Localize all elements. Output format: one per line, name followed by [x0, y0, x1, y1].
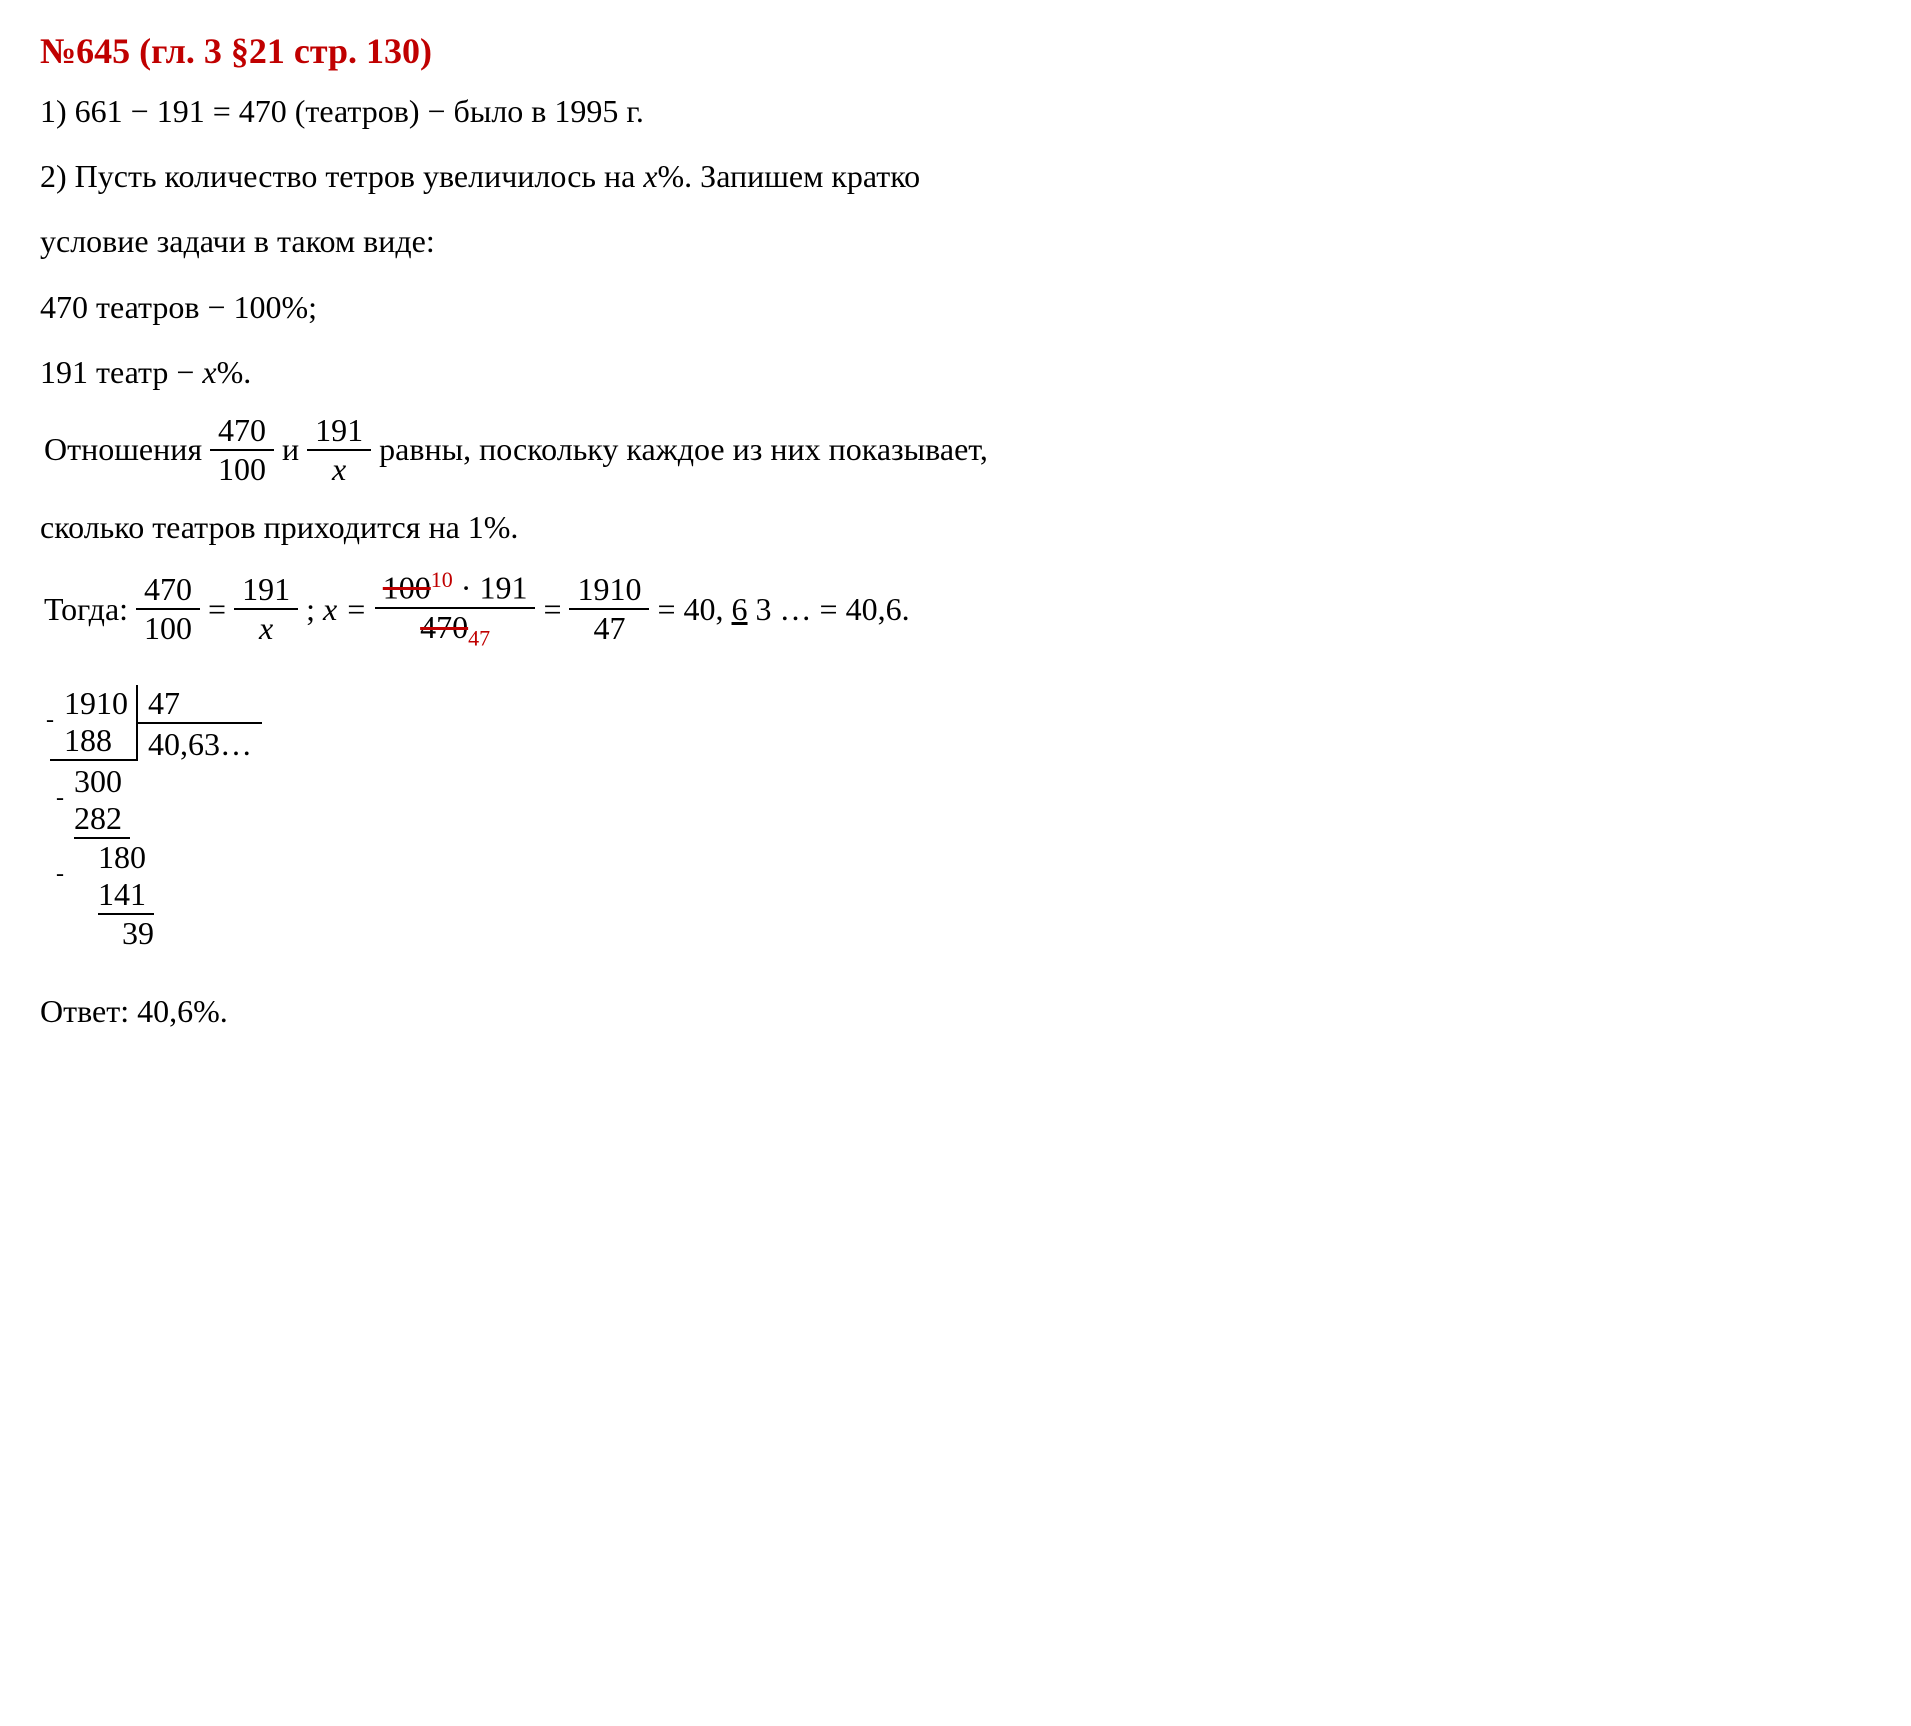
eq-frac3-den-strike: 470	[420, 609, 468, 645]
eq-frac4: 1910 47	[569, 571, 649, 647]
eq-sign-2: =	[543, 591, 561, 628]
answer: Ответ: 40,6%.	[40, 986, 1871, 1037]
step-2b: %. Запишем кратко	[658, 158, 921, 194]
ld-steps: - 300 282 - 180 141 39	[50, 763, 262, 952]
step-2-line2: условие задачи в таком виде:	[40, 216, 1871, 267]
condition-1: 470 театров − 100%;	[40, 282, 1871, 333]
var-x-1: x	[643, 158, 657, 194]
eq-frac3-num-mid: · 191	[453, 570, 528, 606]
eq-frac2-den: x	[251, 610, 281, 647]
rel-b: равны, поскольку каждое из них показывае…	[379, 431, 988, 468]
rel-frac2-num: 191	[307, 412, 371, 451]
eq-frac3: 10010 · 191 47047	[375, 567, 536, 651]
relation-line2: сколько театров приходится на 1%.	[40, 502, 1871, 553]
then-label: Тогда:	[44, 591, 128, 628]
ld-minus-3: -	[56, 861, 64, 888]
eq-sign-3: = 40,	[657, 591, 723, 628]
rel-and: и	[282, 431, 299, 468]
ld-quotient: 40,63…	[138, 724, 262, 763]
relation-line1: Отношения 470 100 и 191 x равны, посколь…	[40, 412, 1871, 488]
rel-frac2-den-var: x	[332, 451, 346, 487]
problem-title: №645 (гл. 3 §21 стр. 130)	[40, 30, 1871, 72]
eq-frac1-num: 470	[136, 571, 200, 610]
step-1: 1) 661 − 191 = 470 (театров) − было в 19…	[40, 86, 1871, 137]
ld-dividend: 1910	[50, 685, 138, 722]
cond2b: %.	[217, 354, 252, 390]
ld-step-180: 180	[98, 839, 154, 876]
rel-frac1-num: 470	[210, 412, 274, 451]
rel-frac2: 191 x	[307, 412, 371, 488]
cond2a: 191 театр −	[40, 354, 202, 390]
long-division: - 1910 188 47 40,63… - 300 282 - 180 141…	[50, 685, 262, 952]
rel-frac1: 470 100	[210, 412, 274, 488]
eq-sign-1: =	[208, 591, 226, 628]
eq-frac3-den-sub: 47	[468, 625, 490, 650]
ld-step-282: 282	[74, 800, 130, 839]
equation-line: Тогда: 470 100 = 191 x ; x = 10010 · 191…	[40, 567, 1871, 651]
eq-frac2-num: 191	[234, 571, 298, 610]
eq-tail: 3 … = 40,6.	[756, 591, 910, 628]
ld-step-39: 39	[122, 915, 162, 952]
condition-2: 191 театр − x%.	[40, 347, 1871, 398]
step-2a: 2) Пусть количество тетров увеличилось н…	[40, 158, 643, 194]
eq-frac3-num-strike: 100	[383, 570, 431, 606]
eq-frac1: 470 100	[136, 571, 200, 647]
eq-frac3-num: 10010 · 191	[375, 567, 536, 609]
eq-semicolon: ;	[306, 591, 315, 628]
eq-frac4-den: 47	[585, 610, 633, 647]
var-x-2: x	[202, 354, 216, 390]
ld-divisor: 47	[138, 685, 262, 724]
eq-frac1-den: 100	[136, 610, 200, 647]
ld-minus-2: -	[56, 785, 64, 812]
eq-frac2: 191 x	[234, 571, 298, 647]
ld-step-300: 300	[74, 763, 130, 800]
step-2-line1: 2) Пусть количество тетров увеличилось н…	[40, 151, 1871, 202]
eq-frac2-den-var: x	[259, 610, 273, 646]
ld-step-141: 141	[98, 876, 154, 915]
rel-frac2-den: x	[324, 451, 354, 488]
rel-a: Отношения	[44, 431, 202, 468]
rel-frac1-den: 100	[210, 451, 274, 488]
eq-frac3-den: 47047	[412, 609, 498, 651]
eq-xeq: x =	[323, 591, 367, 628]
eq-frac4-num: 1910	[569, 571, 649, 610]
eq-xeq-text: x =	[323, 591, 367, 627]
ld-sub-188: 188	[50, 722, 138, 761]
eq-frac3-num-sup: 10	[431, 567, 453, 592]
eq-digit6: 6	[732, 591, 748, 628]
